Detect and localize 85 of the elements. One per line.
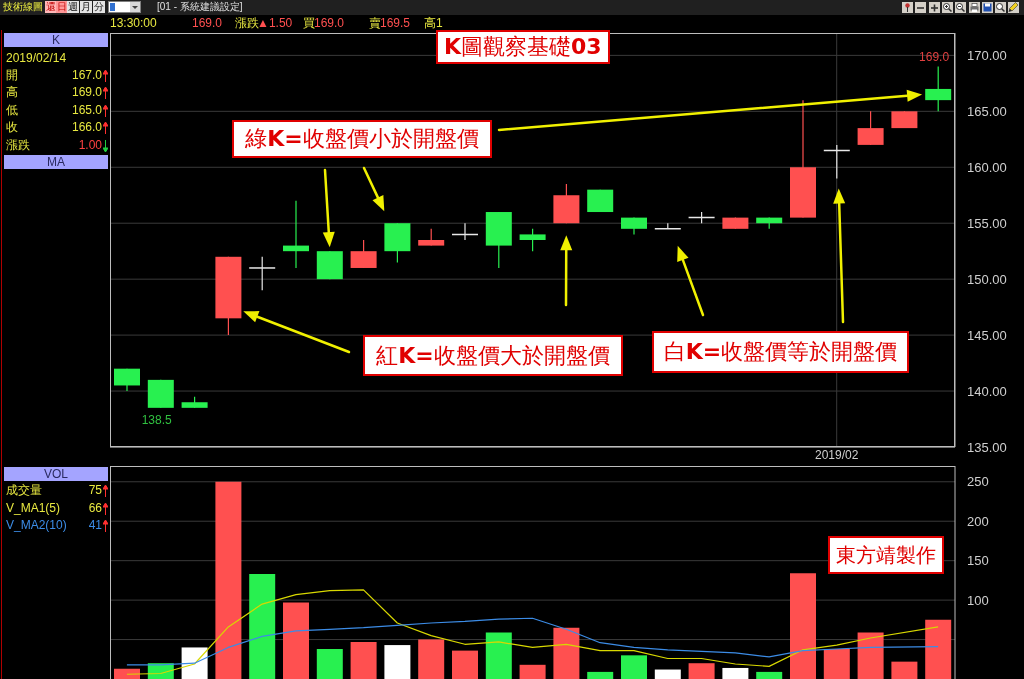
- bar: [249, 574, 276, 679]
- text: V_MA1(5): [6, 500, 61, 515]
- bar: [857, 632, 884, 679]
- text: 169.0: [314, 16, 345, 30]
- text: 日: [56, 1, 67, 13]
- y-tick-label: 165.00: [967, 103, 1007, 119]
- bar: [114, 668, 140, 679]
- bar: [452, 650, 478, 679]
- annotation: 169.0: [919, 49, 950, 64]
- y-tick-label: 150.00: [967, 271, 1007, 287]
- text: 41: [88, 518, 103, 532]
- text: 收: [6, 120, 18, 135]
- candlestick: [451, 222, 479, 241]
- text: 13:30:00: [110, 16, 157, 30]
- line-series: [126, 589, 939, 675]
- bar: [654, 669, 681, 679]
- bar: [384, 645, 411, 679]
- bar: [350, 641, 377, 679]
- text: 週: [67, 1, 79, 13]
- annotation: 東方靖製作: [828, 536, 944, 574]
- y-tick-label: 200: [967, 513, 989, 529]
- text: 165.0: [71, 102, 103, 117]
- text: V_MA2(10): [6, 518, 67, 532]
- candlestick: [283, 200, 309, 269]
- text: 開: [6, 68, 18, 82]
- text: 漲跌: [6, 137, 30, 152]
- bar: [925, 619, 952, 679]
- bar: [722, 667, 749, 679]
- text: VOL: [4, 467, 108, 481]
- y-tick-label: 100: [967, 592, 989, 608]
- text: 技術線圖: [3, 1, 43, 13]
- text: 漲跌: [235, 16, 259, 30]
- annotation: 138.5: [141, 412, 173, 427]
- bar: [823, 649, 850, 679]
- bar: [519, 664, 546, 679]
- bar: [316, 649, 343, 679]
- text: 1.00: [78, 137, 103, 152]
- y-tick-label: 250: [967, 474, 989, 490]
- text: 169.0: [192, 16, 223, 30]
- y-tick-label: 145.00: [967, 327, 1007, 343]
- candlestick: [823, 144, 851, 180]
- bar: [688, 663, 715, 679]
- bar: [283, 602, 309, 679]
- text: 169.5: [380, 16, 411, 30]
- text: 還: [45, 1, 56, 13]
- annotation: 綠K=收盤價小於開盤價: [245, 126, 479, 151]
- text: 高: [6, 85, 18, 100]
- bar: [621, 655, 647, 679]
- text: 166.0: [71, 120, 103, 135]
- bar: [587, 671, 614, 679]
- bar: [418, 639, 445, 679]
- x-tick-label: 2019/02: [815, 447, 859, 462]
- text: MA: [4, 155, 108, 169]
- text: 169.0: [71, 85, 103, 100]
- text: 75: [88, 483, 103, 497]
- y-tick-label: 140.00: [967, 383, 1007, 399]
- text: 167.0: [71, 68, 103, 82]
- annotation: 紅K=收盤價大於開盤價: [376, 343, 610, 368]
- y-tick-label: 150: [967, 553, 989, 569]
- y-tick-label: 155.00: [967, 215, 1007, 231]
- bar: [485, 632, 512, 679]
- y-tick-label: 170.00: [967, 47, 1007, 63]
- text: 賣: [369, 16, 381, 30]
- text: 買: [303, 16, 315, 30]
- text: K: [4, 33, 108, 47]
- text: 2019/02/14: [6, 51, 67, 65]
- annotation: 白K=收盤價等於開盤價: [663, 339, 898, 364]
- bar: [891, 661, 918, 679]
- bar: [215, 481, 242, 679]
- text: 低: [6, 102, 18, 117]
- bar: [181, 647, 208, 679]
- bar: [553, 627, 580, 679]
- chart-title: K圖觀察基礎03: [444, 34, 602, 59]
- text: 高1: [424, 16, 443, 30]
- line-series: [126, 617, 939, 666]
- candlestick: [248, 256, 276, 291]
- text: 分: [93, 1, 105, 13]
- bar: [756, 671, 783, 679]
- bar: [790, 573, 816, 679]
- text: 成交量: [6, 483, 42, 497]
- y-tick-label: 160.00: [967, 159, 1007, 175]
- text: 66: [88, 500, 103, 515]
- text: [01 - 系統建議設定]: [157, 1, 243, 13]
- text: 月: [80, 1, 92, 13]
- y-tick-label: 135.00: [967, 439, 1007, 455]
